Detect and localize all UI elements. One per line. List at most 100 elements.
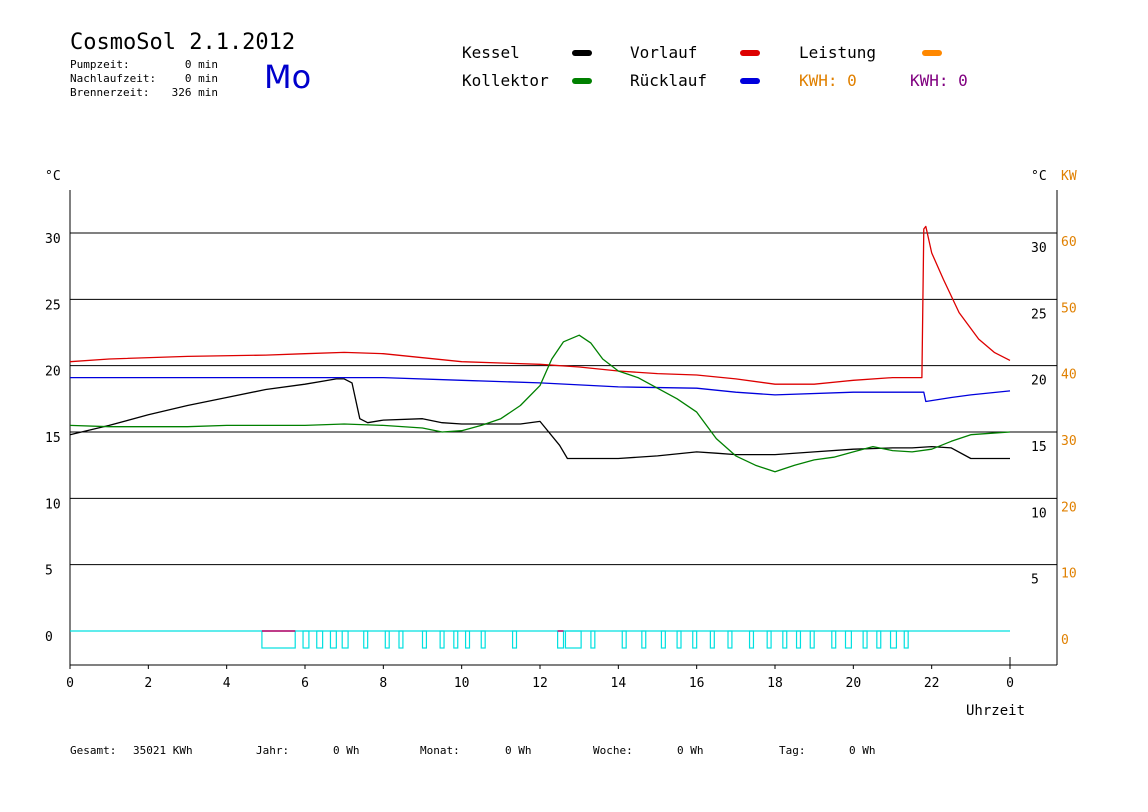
pump-pulse xyxy=(464,630,471,649)
x-tick-label: 0 xyxy=(1006,676,1014,691)
legend-kessel-swatch xyxy=(572,50,592,56)
pump-pulse xyxy=(480,630,486,649)
gesamt-label: Gesamt: xyxy=(70,744,117,757)
chart-series xyxy=(69,225,1011,473)
pump-pulse xyxy=(439,630,445,649)
pump-pulse xyxy=(889,630,898,649)
gesamt-value: 35021 KWh xyxy=(133,744,193,757)
x-tick-label: 0 xyxy=(66,676,74,691)
jahr-label: Jahr: xyxy=(256,744,290,757)
pump-pulse xyxy=(903,630,909,649)
tag-label: Tag: xyxy=(779,744,806,757)
legend-leistung-swatch xyxy=(922,50,942,56)
y-right-tick-label: 30 xyxy=(1031,241,1047,256)
woche-label: Woche: xyxy=(593,744,633,757)
y-kw-tick-label: 10 xyxy=(1061,567,1077,582)
pump-pulse xyxy=(748,630,755,649)
pump-pulse xyxy=(831,630,837,649)
y-kw-tick-label: 30 xyxy=(1061,434,1077,449)
pump-pulse xyxy=(511,630,518,649)
pump-pulse xyxy=(398,630,404,649)
legend-ruecklauf-swatch xyxy=(740,78,760,84)
y-left-unit: °C xyxy=(45,169,61,184)
monat-label: Monat: xyxy=(420,744,460,757)
pump-activity xyxy=(70,630,1010,649)
y-right-tick-label: 5 xyxy=(1031,573,1039,588)
pump-pulse xyxy=(844,630,852,649)
pump-pulse xyxy=(709,630,715,649)
series-line-vorlauf xyxy=(69,225,1011,385)
legend-kwh-orange: KWH: 0 xyxy=(799,71,857,90)
y-left-tick-label: 5 xyxy=(45,564,53,579)
legend-kwh-purple: KWH: 0 xyxy=(910,71,968,90)
pump-pulse xyxy=(660,630,666,649)
x-tick-label: 18 xyxy=(767,676,783,691)
pump-pulse xyxy=(341,630,349,649)
pump-pulse xyxy=(421,630,428,649)
x-tick-label: 16 xyxy=(689,676,705,691)
series-line-kollektor xyxy=(69,334,1011,473)
pump-pulse xyxy=(727,630,733,649)
series-line-kessel xyxy=(69,378,1010,460)
x-tick-label: 6 xyxy=(301,676,309,691)
x-tick-label: 4 xyxy=(223,676,231,691)
nachlaufzeit-label: Nachlaufzeit: xyxy=(70,72,157,85)
chart-axes xyxy=(69,190,1058,669)
pump-pulse xyxy=(453,630,459,649)
legend-kollektor-label: Kollektor xyxy=(462,71,549,90)
y-right-tick-label: 25 xyxy=(1031,307,1047,322)
pump-pulse xyxy=(590,630,596,649)
x-tick-label: 12 xyxy=(532,676,548,691)
tag-value: 0 Wh xyxy=(849,744,876,757)
brennerzeit-label: Brennerzeit: xyxy=(70,86,150,99)
legend-leistung-label: Leistung xyxy=(799,43,877,62)
weekday-label: Mo xyxy=(264,58,312,96)
x-tick-label: 14 xyxy=(611,676,627,691)
y-left-tick-label: 0 xyxy=(45,630,53,645)
pump-pulse xyxy=(564,630,582,649)
pump-pulse xyxy=(676,630,682,649)
pumpzeit-label: Pumpzeit: xyxy=(70,58,130,71)
x-tick-label: 20 xyxy=(846,676,862,691)
x-tick-label: 22 xyxy=(924,676,940,691)
pump-pulse xyxy=(384,630,390,649)
pump-pulse xyxy=(261,630,296,649)
legend-kessel-label: Kessel xyxy=(462,43,520,62)
y-right-tick-label: 15 xyxy=(1031,440,1047,455)
pump-pulse xyxy=(621,630,627,649)
y-right-tick-label: 20 xyxy=(1031,374,1047,389)
legend-ruecklauf-label: Rücklauf xyxy=(630,71,708,90)
y-kw-tick-label: 40 xyxy=(1061,368,1077,383)
y-right-unit: °C xyxy=(1031,169,1047,184)
pump-pulse xyxy=(557,630,565,649)
monat-value: 0 Wh xyxy=(505,744,532,757)
pump-pulse xyxy=(795,630,802,649)
y-left-tick-label: 25 xyxy=(45,298,61,313)
pump-pulse xyxy=(363,630,369,649)
pump-pulse xyxy=(809,630,815,649)
x-tick-label: 10 xyxy=(454,676,470,691)
x-tick-label: 2 xyxy=(144,676,152,691)
pump-pulse xyxy=(302,630,310,649)
y-left-tick-label: 10 xyxy=(45,497,61,512)
pump-pulse xyxy=(316,630,324,649)
y-kw-unit: KW xyxy=(1061,169,1077,184)
x-tick-label: 8 xyxy=(379,676,387,691)
y-left-tick-label: 30 xyxy=(45,232,61,247)
legend-vorlauf-label: Vorlauf xyxy=(630,43,698,62)
series-line-ruecklauf xyxy=(70,376,1011,403)
pumpzeit-value: 0 min xyxy=(184,58,218,71)
brennerzeit-value: 326 min xyxy=(171,86,218,99)
y-left-tick-label: 15 xyxy=(45,431,61,446)
y-right-tick-label: 10 xyxy=(1031,506,1047,521)
pump-pulse xyxy=(329,630,337,649)
pump-pulse xyxy=(692,630,698,649)
y-kw-tick-label: 0 xyxy=(1061,633,1069,648)
pump-pulse xyxy=(782,630,788,649)
pump-pulse xyxy=(766,630,772,649)
pump-pulse xyxy=(876,630,882,649)
woche-value: 0 Wh xyxy=(677,744,704,757)
nachlaufzeit-value: 0 min xyxy=(184,72,218,85)
y-kw-tick-label: 60 xyxy=(1061,235,1077,250)
